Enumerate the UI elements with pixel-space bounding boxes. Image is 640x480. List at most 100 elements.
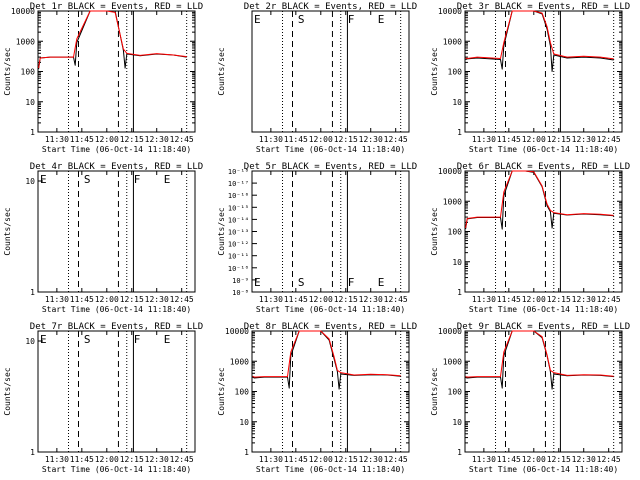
x-tick-label: 12:30 (572, 455, 596, 464)
plot-frame (464, 170, 623, 293)
series-line-events (38, 10, 187, 70)
y-axis-label: Counts/sec (430, 367, 439, 415)
x-axis-label: Start Time (06-Oct-14 11:18:40) (469, 145, 618, 154)
region-label: S (84, 173, 91, 186)
x-tick-label: 11:45 (497, 295, 521, 304)
region-label: S (84, 333, 91, 346)
x-tick-label: 11:30 (45, 295, 69, 304)
y-tick-label: 100 (448, 388, 463, 397)
region-label: E (40, 333, 47, 346)
x-tick-label: 11:45 (284, 295, 308, 304)
series-line-lld (38, 10, 187, 69)
y-tick-label: 1 (457, 128, 462, 137)
x-axis-label: Start Time (06-Oct-14 11:18:40) (42, 465, 191, 474)
panel-title: Det 2r BLACK = Events, RED = LLD (244, 2, 417, 12)
x-axis-label: Start Time (06-Oct-14 11:18:40) (256, 145, 405, 154)
y-tick-label: 10000 (438, 7, 462, 16)
x-tick-label: 12:45 (384, 295, 408, 304)
y-tick-label: 10⁻⁸ (232, 289, 249, 297)
region-label: F (348, 276, 355, 289)
region-label: E (378, 276, 385, 289)
region-label: F (134, 333, 141, 346)
y-tick-label: 10⁻⁹ (232, 277, 249, 285)
y-tick-label: 10 (452, 418, 462, 427)
detector-panel-2: Det 2r BLACK = Events, RED = LLD Counts/s… (217, 2, 417, 154)
plot-frame (37, 330, 196, 453)
y-tick-label: 10⁻¹⁴ (228, 216, 249, 224)
y-tick-label: 1 (457, 288, 462, 297)
y-tick-label: 10 (25, 177, 35, 186)
plot-frame (464, 10, 623, 133)
series-line-events (252, 330, 401, 390)
y-tick-label: 1 (30, 128, 35, 137)
x-tick-label: 12:30 (145, 135, 169, 144)
region-label: E (378, 13, 385, 26)
y-tick-label: 10 (25, 98, 35, 107)
x-tick-label: 12:30 (359, 295, 383, 304)
y-tick-label: 1000 (443, 37, 462, 46)
plot-frame (251, 10, 410, 133)
x-tick-label: 12:00 (95, 455, 119, 464)
y-tick-label: 10⁻¹² (228, 241, 249, 249)
y-tick-label: 10000 (438, 327, 462, 336)
panel-title: Det 8r BLACK = Events, RED = LLD (244, 322, 417, 332)
y-axis-label: Counts/sec (217, 367, 226, 415)
x-tick-label: 12:15 (547, 455, 571, 464)
y-tick-label: 10⁻¹¹ (228, 253, 249, 261)
panel-title: Det 7r BLACK = Events, RED = LLD (30, 322, 203, 332)
series-line-lld (465, 10, 614, 60)
x-axis-label: Start Time (06-Oct-14 11:18:40) (256, 465, 405, 474)
series-line-events (465, 330, 614, 390)
y-tick-label: 10 (452, 98, 462, 107)
y-tick-label: 1 (457, 448, 462, 457)
x-tick-label: 12:00 (522, 135, 546, 144)
y-axis-label: Counts/sec (217, 207, 226, 255)
plot-frame (37, 10, 196, 133)
region-label: F (348, 13, 355, 26)
y-tick-label: 10 (452, 258, 462, 267)
x-tick-label: 12:30 (572, 295, 596, 304)
x-tick-label: 11:30 (259, 455, 283, 464)
plot-frame (251, 330, 410, 453)
y-tick-label: 10⁻¹³ (228, 229, 249, 237)
y-tick-label: 1000 (443, 197, 462, 206)
region-label: F (134, 173, 141, 186)
y-tick-label: 1000 (16, 37, 35, 46)
y-tick-label: 1 (30, 448, 35, 457)
x-axis-label: Start Time (06-Oct-14 11:18:40) (469, 305, 618, 314)
x-tick-label: 12:45 (597, 135, 621, 144)
y-tick-label: 10⁻¹⁶ (228, 192, 249, 200)
x-tick-label: 11:30 (259, 295, 283, 304)
x-tick-label: 12:15 (120, 455, 144, 464)
y-tick-label: 10⁻¹⁵ (228, 204, 249, 212)
y-tick-label: 1000 (443, 357, 462, 366)
x-tick-label: 12:00 (309, 135, 333, 144)
detector-panel-7: Det 7r BLACK = Events, RED = LLD Counts/s… (3, 322, 203, 474)
panel-title: Det 6r BLACK = Events, RED = LLD (457, 162, 630, 172)
series-line-lld (465, 330, 614, 378)
detector-panel-9: Det 9r BLACK = Events, RED = LLD Counts/s… (430, 322, 630, 474)
x-tick-label: 12:15 (334, 455, 358, 464)
x-tick-label: 12:45 (384, 455, 408, 464)
region-label: S (298, 13, 305, 26)
x-tick-label: 11:30 (45, 455, 69, 464)
x-tick-label: 12:15 (547, 295, 571, 304)
x-axis-label: Start Time (06-Oct-14 11:18:40) (256, 305, 405, 314)
y-tick-label: 10000 (438, 167, 462, 176)
detector-panel-3: Det 3r BLACK = Events, RED = LLD Counts/s… (430, 2, 630, 154)
x-tick-label: 11:30 (472, 135, 496, 144)
x-tick-label: 11:45 (497, 135, 521, 144)
y-tick-label: 100 (448, 228, 463, 237)
y-tick-label: 10000 (11, 7, 35, 16)
x-tick-label: 12:45 (170, 455, 194, 464)
x-tick-label: 12:45 (170, 135, 194, 144)
plot-frame (464, 330, 623, 453)
x-tick-label: 11:45 (70, 295, 94, 304)
x-tick-label: 12:15 (334, 135, 358, 144)
x-tick-label: 12:00 (95, 295, 119, 304)
y-tick-label: 10 (25, 337, 35, 346)
y-axis-label: Counts/sec (3, 47, 12, 95)
y-tick-label: 1000 (230, 357, 249, 366)
